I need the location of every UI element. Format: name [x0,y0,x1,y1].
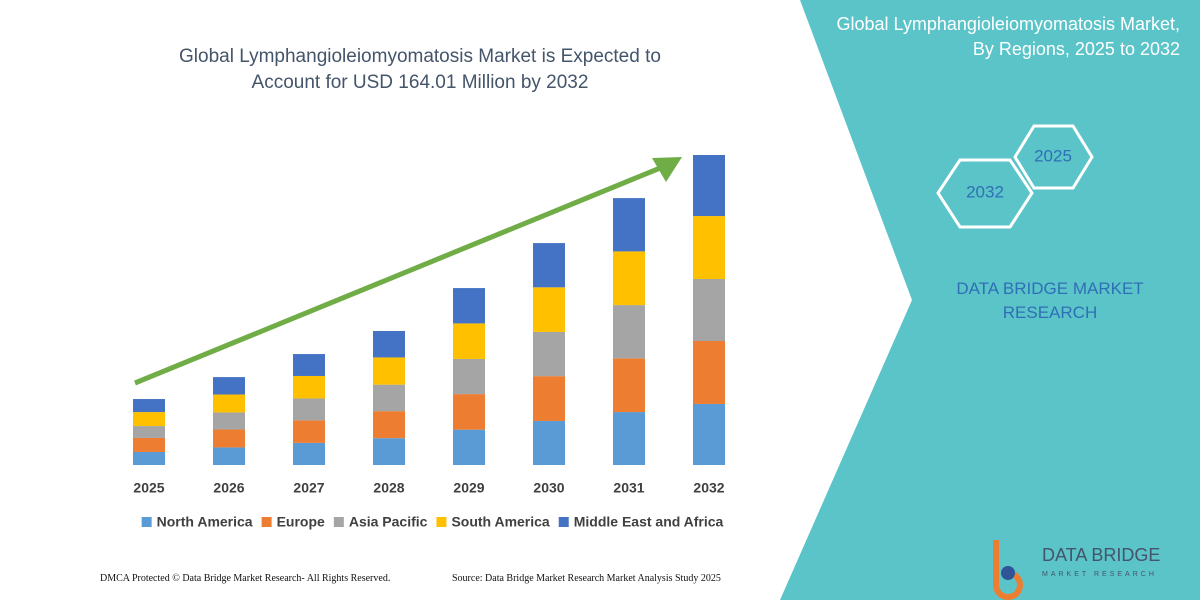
bar-segment [693,341,725,404]
bar-segment [133,412,165,427]
x-tick-label: 2025 [133,480,164,496]
bar-segment [453,323,485,359]
x-tick-label: 2032 [693,480,724,496]
legend-swatch [436,517,447,527]
hexagon-label: 2025 [1034,146,1072,165]
bar-segment [213,394,245,413]
x-tick-label: 2028 [373,480,404,496]
x-tick-label: 2027 [293,480,324,496]
bar-segment [133,451,165,465]
legend-swatch [558,517,569,527]
bar-segment [373,357,405,385]
bar-segment [533,287,565,332]
bar-segment [453,429,485,465]
hexagon [936,158,1034,229]
bar-segment [533,331,565,377]
legend-swatch [141,517,152,527]
bar-segment [373,330,405,358]
bar-segment [293,375,325,399]
logo-tagline: MARKET RESEARCH [1042,571,1157,578]
bar-segment [613,358,645,413]
bar-segment [453,288,485,324]
x-tick-label: 2026 [213,480,244,496]
bar-segment [373,384,405,412]
legend-label: Middle East and Africa [574,514,724,530]
bar-segment [613,198,645,252]
logo: DATA BRIDGE MARKET RESEARCH [993,540,1160,600]
trend-arrow [134,163,666,386]
arrow-head [652,157,682,182]
x-tick-label: 2031 [613,480,644,496]
bar-segment [693,155,725,217]
legend-swatch [261,517,272,527]
bar-segment [293,354,325,376]
bar-segment [373,438,405,465]
bar-segment [133,426,165,438]
logo-dot [1001,566,1015,580]
bar-segment [693,403,725,465]
side-panel [780,0,1200,600]
bar-segment [453,394,485,430]
panel-title: Global Lymphangioleiomyomatosis Market, … [836,14,1181,59]
x-tick-label: 2030 [533,480,564,496]
bar-segment [613,305,645,359]
bar-segment [293,398,325,421]
bar-segment [213,377,245,395]
footer-right: Source: Data Bridge Market Research Mark… [452,573,721,584]
hexagon [1013,124,1094,190]
bar-segment [373,411,405,439]
x-tick-label: 2029 [453,480,484,496]
bar-segment [213,429,245,448]
hexagon-label: 2032 [966,182,1004,201]
legend-label: Europe [277,514,325,530]
bar-segment [213,412,245,430]
bar-segment [533,243,565,288]
bar-segment [613,251,645,306]
bar-segment [133,399,165,413]
legend-label: Asia Pacific [349,514,428,530]
logo-name: DATA BRIDGE [1042,545,1160,565]
chart-title: Global Lymphangioleiomyomatosis Market i… [179,46,661,93]
bar-segment [293,420,325,443]
bar-segment [613,412,645,465]
bar-segment [533,420,565,465]
legend-swatch [333,517,344,527]
bar-segment [213,447,245,465]
bar-segment [133,437,165,452]
legend-label: North America [157,514,253,530]
legend-label: South America [451,514,549,530]
bar-segment [533,376,565,421]
brand: DATA BRIDGE MARKET RESEARCH [956,279,1144,322]
bar-segment [693,279,725,341]
bar-segment [693,216,725,279]
bar-segment [453,358,485,395]
bar-segment [293,442,325,465]
footer-left: DMCA Protected © Data Bridge Market Rese… [100,573,391,584]
